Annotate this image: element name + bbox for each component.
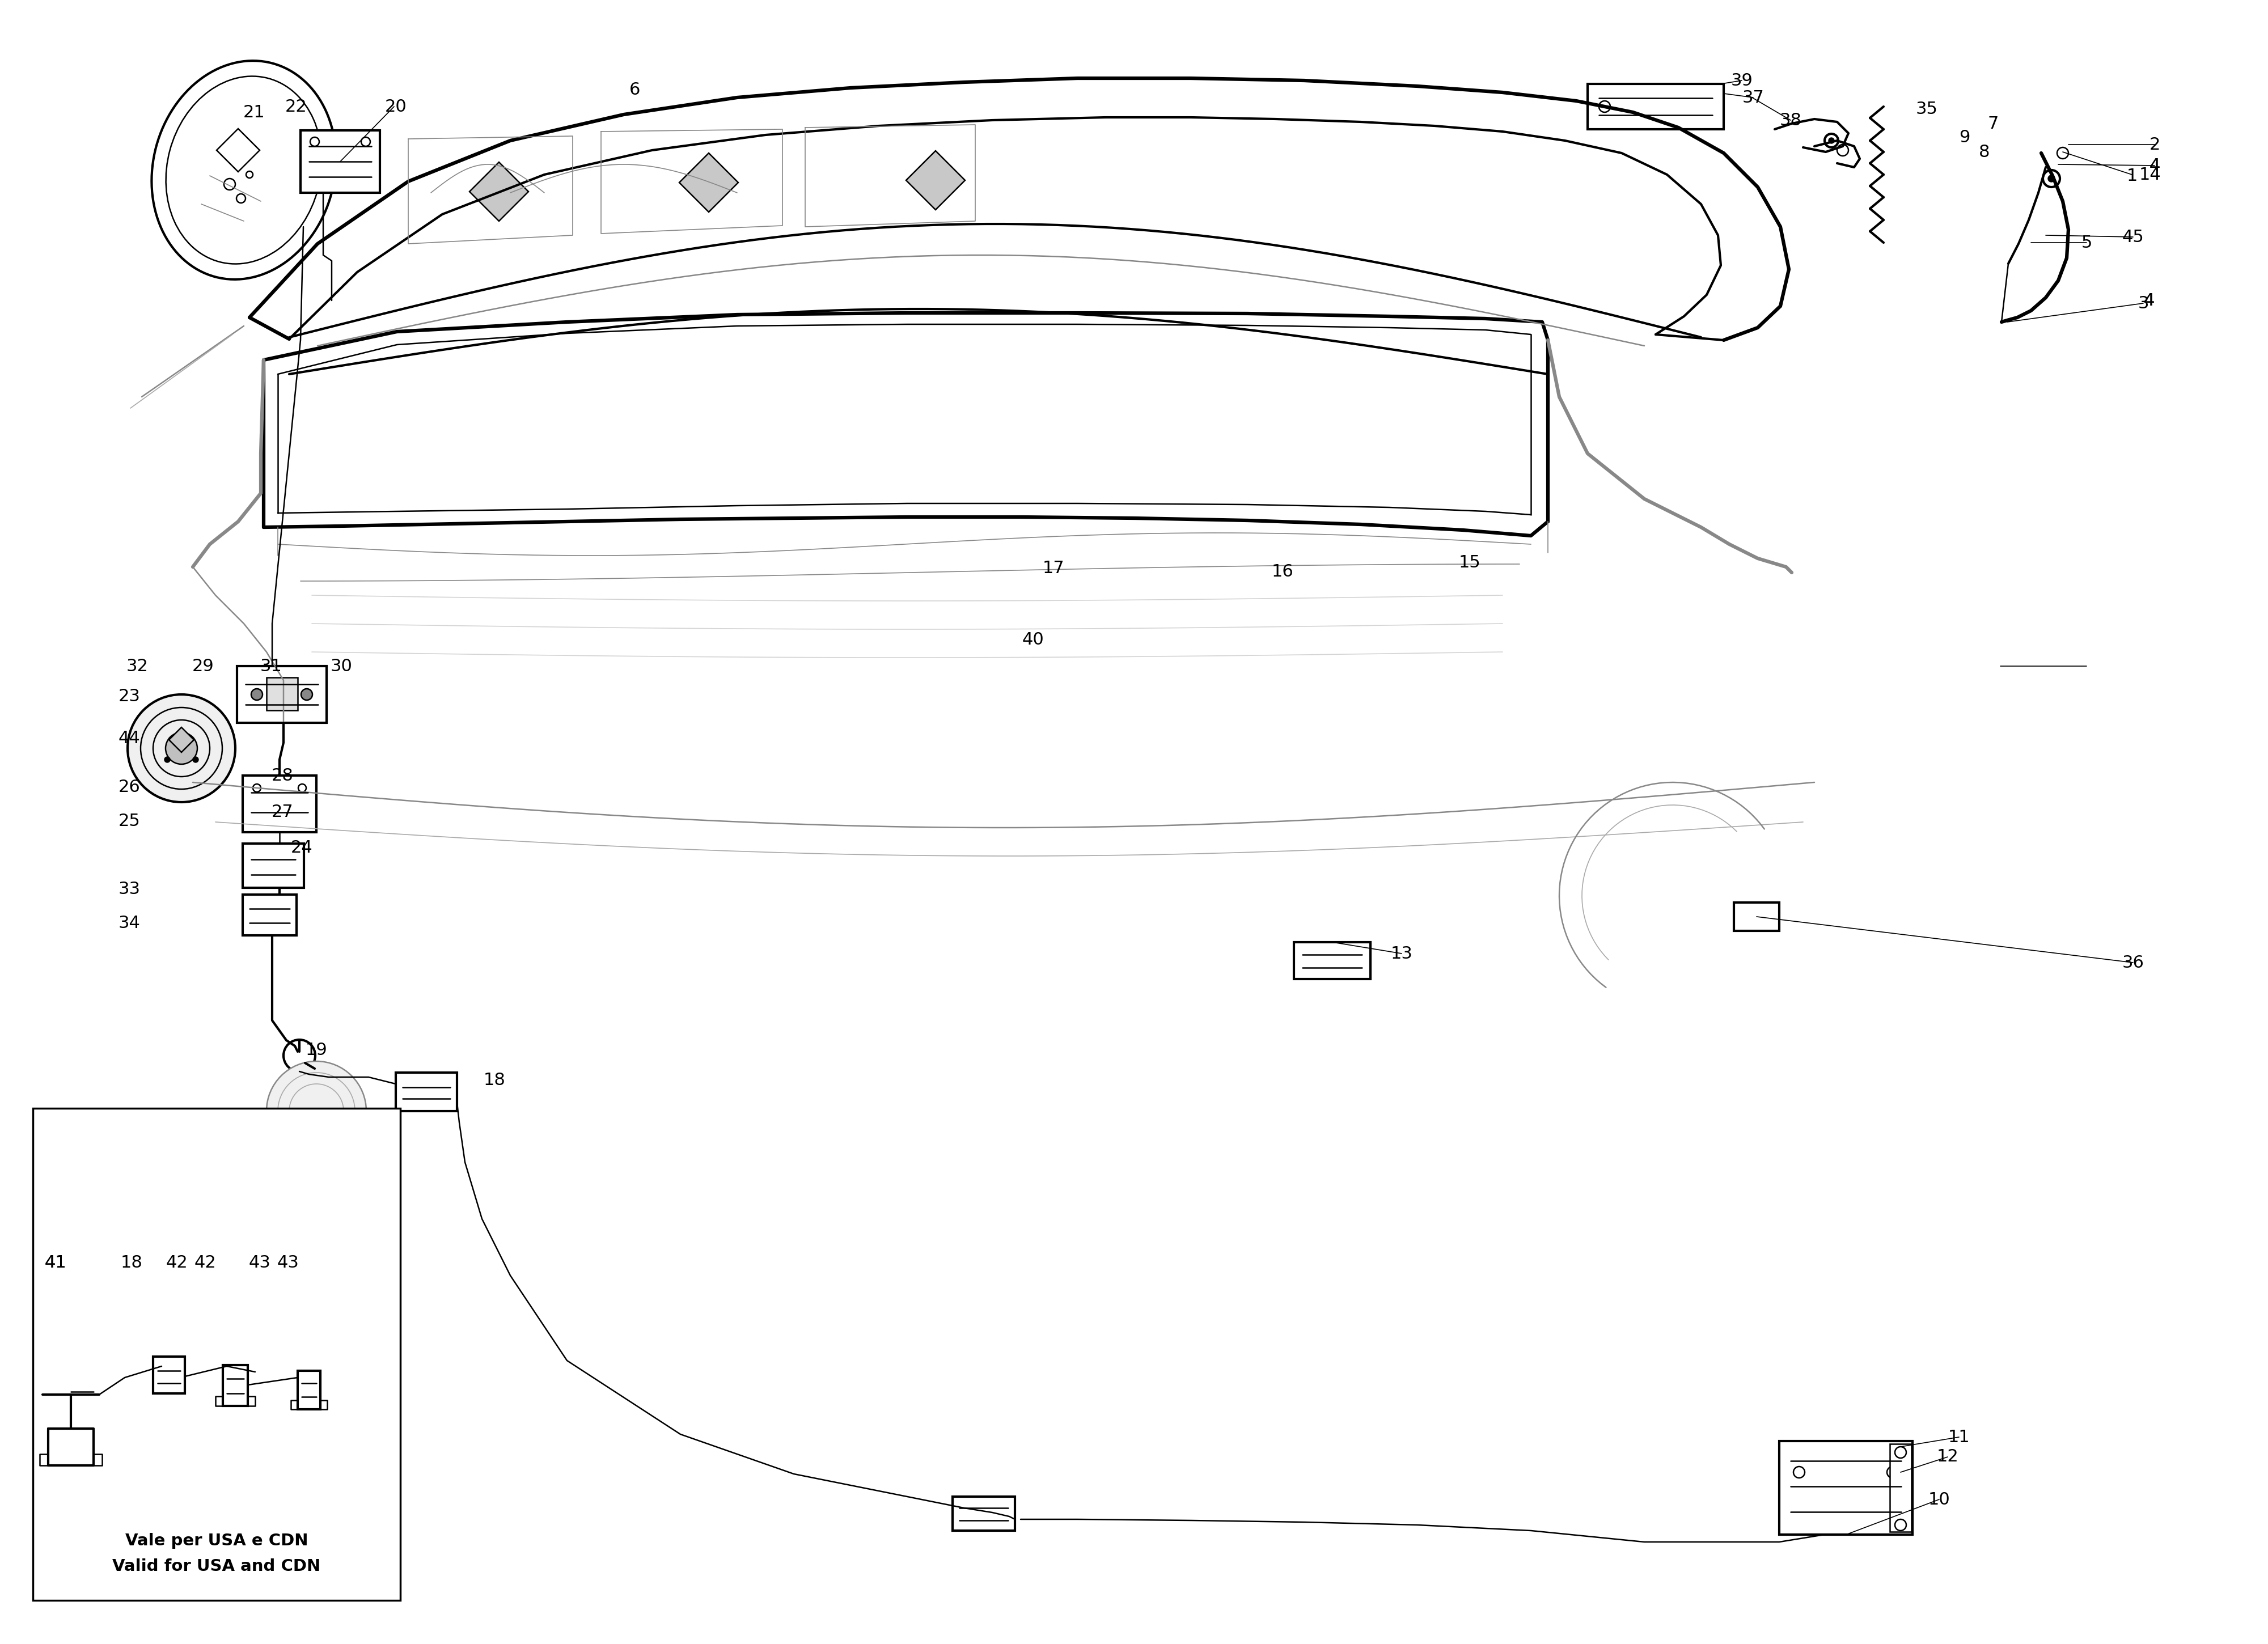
Bar: [299, 130, 381, 192]
Text: 42: 42: [195, 1254, 215, 1271]
Bar: [1293, 942, 1370, 980]
Text: 30: 30: [331, 658, 352, 674]
Text: 29: 29: [193, 658, 213, 674]
Text: 13: 13: [1390, 945, 1413, 962]
Text: 7: 7: [1987, 115, 1998, 132]
Text: 4: 4: [2150, 158, 2159, 174]
Bar: [268, 677, 297, 710]
Text: 31: 31: [261, 658, 281, 674]
Polygon shape: [469, 163, 528, 220]
Circle shape: [166, 733, 197, 764]
Circle shape: [252, 689, 263, 700]
Text: 1: 1: [2127, 168, 2136, 184]
Text: 11: 11: [1948, 1429, 1971, 1445]
Text: 18: 18: [120, 1254, 143, 1271]
Text: 33: 33: [118, 881, 141, 898]
Text: 45: 45: [2123, 229, 2143, 245]
Text: 28: 28: [272, 768, 293, 784]
Circle shape: [2048, 176, 2055, 182]
Circle shape: [1828, 138, 1835, 143]
Text: 2: 2: [2150, 136, 2159, 153]
Bar: [297, 1371, 320, 1409]
Text: 4: 4: [2143, 293, 2155, 309]
Bar: [1778, 1442, 1912, 1534]
Text: 23: 23: [118, 687, 141, 704]
Bar: [243, 894, 297, 935]
Text: 38: 38: [1780, 112, 1801, 128]
Text: 36: 36: [2123, 955, 2143, 972]
Text: 44: 44: [118, 730, 141, 746]
Bar: [953, 1496, 1016, 1531]
Polygon shape: [907, 151, 966, 210]
Text: 18: 18: [483, 1072, 506, 1088]
Circle shape: [302, 689, 313, 700]
Circle shape: [225, 179, 236, 191]
Text: 6: 6: [631, 81, 640, 97]
Text: 26: 26: [118, 779, 141, 796]
Text: 12: 12: [1937, 1448, 1960, 1465]
Text: 43: 43: [277, 1254, 299, 1271]
Text: 14: 14: [2139, 166, 2161, 182]
Text: 4: 4: [2150, 158, 2159, 174]
Text: 4: 4: [2143, 293, 2155, 309]
Bar: [1588, 84, 1724, 130]
Bar: [1735, 903, 1778, 931]
Text: 21: 21: [243, 104, 265, 120]
Bar: [1889, 1443, 1912, 1532]
Text: 25: 25: [118, 812, 141, 829]
Bar: [397, 1072, 458, 1111]
Bar: [243, 843, 304, 888]
Text: 34: 34: [118, 914, 141, 931]
Text: 37: 37: [1742, 89, 1765, 105]
Polygon shape: [680, 153, 739, 212]
Text: 5: 5: [2082, 235, 2091, 252]
Text: 8: 8: [1980, 143, 1989, 159]
Text: Vale per USA e CDN: Vale per USA e CDN: [125, 1532, 308, 1549]
Text: 41: 41: [45, 1254, 66, 1271]
Text: 27: 27: [272, 804, 293, 820]
Bar: [236, 666, 327, 723]
Text: 40: 40: [1023, 631, 1043, 648]
Text: 24: 24: [290, 840, 313, 857]
Text: 3: 3: [2139, 294, 2148, 311]
Text: 22: 22: [286, 99, 306, 115]
Bar: [32, 1108, 399, 1600]
Text: 15: 15: [1458, 554, 1481, 570]
Circle shape: [127, 694, 236, 802]
Text: 19: 19: [306, 1042, 327, 1059]
Polygon shape: [218, 128, 259, 171]
Text: 35: 35: [1916, 100, 1937, 117]
Text: 10: 10: [1928, 1491, 1950, 1508]
Text: 41: 41: [45, 1254, 66, 1271]
Text: 17: 17: [1043, 561, 1064, 577]
Bar: [154, 1356, 186, 1394]
Bar: [222, 1365, 247, 1406]
Bar: [243, 776, 318, 832]
Text: 42: 42: [166, 1254, 188, 1271]
Circle shape: [268, 1062, 367, 1161]
Text: 32: 32: [127, 658, 147, 674]
Circle shape: [193, 756, 200, 763]
Circle shape: [163, 756, 170, 763]
Text: 9: 9: [1960, 128, 1971, 145]
Text: 20: 20: [386, 99, 406, 115]
Text: 39: 39: [1730, 72, 1753, 89]
Text: Valid for USA and CDN: Valid for USA and CDN: [113, 1559, 320, 1575]
Text: 16: 16: [1272, 564, 1293, 580]
Circle shape: [236, 194, 245, 202]
Text: 43: 43: [249, 1254, 270, 1271]
Polygon shape: [168, 727, 195, 753]
